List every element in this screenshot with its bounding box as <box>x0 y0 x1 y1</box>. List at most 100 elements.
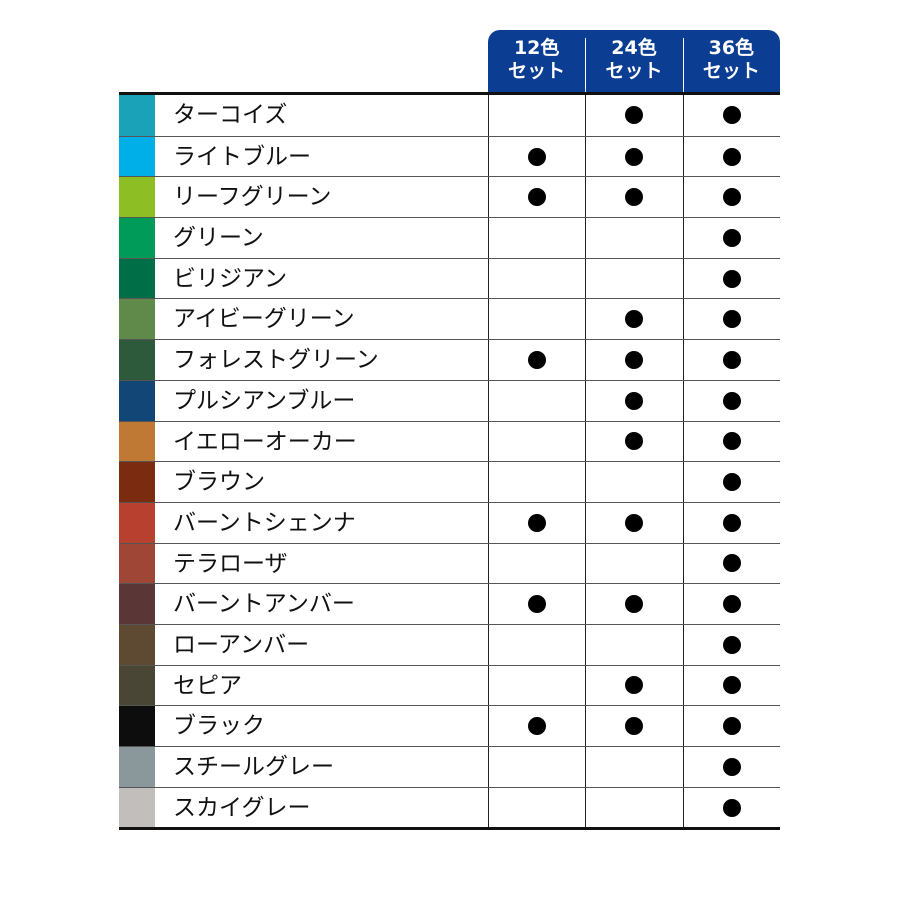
set-cell <box>487 787 585 828</box>
set-cell <box>585 624 682 665</box>
header-label: セット <box>508 60 566 82</box>
set-cell <box>487 502 585 543</box>
set-cell <box>585 136 682 177</box>
set-cell <box>585 218 682 258</box>
color-swatch <box>119 258 155 299</box>
header-label: セット <box>702 60 760 82</box>
included-dot-icon <box>625 350 644 369</box>
header-label: 24色 <box>611 37 657 59</box>
set-cell <box>585 258 682 299</box>
color-swatch <box>119 299 155 340</box>
included-dot-icon <box>722 269 741 288</box>
set-cell <box>585 747 682 787</box>
color-name: バーントアンバー <box>172 591 355 618</box>
set-cell <box>585 502 682 543</box>
color-swatch <box>119 502 155 543</box>
color-swatch <box>119 95 155 136</box>
set-cell <box>682 258 780 299</box>
set-cell <box>487 584 585 624</box>
set-cell <box>585 706 682 746</box>
included-dot-icon <box>722 473 741 492</box>
set-cell <box>585 665 682 706</box>
included-dot-icon <box>722 432 741 451</box>
table-row: バーントシェンナ <box>119 501 780 543</box>
table-row: セピア <box>119 664 780 706</box>
table-row: ビリジアン <box>119 257 780 299</box>
included-dot-icon <box>625 391 644 410</box>
set-cell <box>487 177 585 218</box>
included-dot-icon <box>625 595 644 614</box>
set-cell <box>487 340 585 380</box>
color-name: ライトブルー <box>172 143 311 170</box>
included-dot-icon <box>527 717 546 736</box>
included-dot-icon <box>722 106 741 125</box>
set-cell <box>682 340 780 380</box>
set-cell <box>585 95 682 136</box>
included-dot-icon <box>722 635 741 654</box>
set-cell <box>585 543 682 584</box>
table-row: ライトブルー <box>119 135 780 177</box>
color-swatch <box>119 340 155 380</box>
set-cell <box>487 258 585 299</box>
set-cell <box>487 421 585 462</box>
set-cell <box>487 95 585 136</box>
color-name: セピア <box>172 672 242 699</box>
included-dot-icon <box>722 147 741 166</box>
set-cell <box>682 624 780 665</box>
color-swatch <box>119 624 155 665</box>
color-name: グリーン <box>172 225 264 252</box>
included-dot-icon <box>722 798 741 817</box>
included-dot-icon <box>625 717 644 736</box>
table-row: リーフグリーン <box>119 176 780 218</box>
table-row: イエローオーカー <box>119 420 780 462</box>
set-cell <box>585 462 682 502</box>
set-cell <box>682 787 780 828</box>
color-name: ターコイズ <box>172 102 288 128</box>
color-name: イエローオーカー <box>172 428 357 455</box>
included-dot-icon <box>527 147 546 166</box>
set-cell <box>682 218 780 258</box>
color-table: ターコイズ ライトブルー リーフグリーン グリーン ビリジアン アイビーグリーン フォレスト… <box>119 92 780 831</box>
set-cell <box>487 747 585 787</box>
table-row: ブラック <box>119 705 780 746</box>
set-cell <box>585 421 682 462</box>
set-cell <box>585 584 682 624</box>
table-row: テラローザ <box>119 542 780 584</box>
color-swatch <box>119 787 155 828</box>
included-dot-icon <box>625 188 644 207</box>
header-12-set: 12色 セット <box>488 30 585 92</box>
color-name: テラローザ <box>172 550 288 577</box>
color-swatch <box>119 462 155 502</box>
color-swatch <box>119 584 155 624</box>
color-swatch <box>119 665 155 706</box>
set-cell <box>487 624 585 665</box>
color-swatch <box>119 747 155 787</box>
table-row: フォレストグリーン <box>119 339 780 380</box>
set-cell <box>682 665 780 706</box>
set-cell <box>487 462 585 502</box>
color-swatch <box>119 421 155 462</box>
table-row: スカイグレー <box>119 786 780 828</box>
set-cell <box>682 747 780 787</box>
included-dot-icon <box>722 228 741 247</box>
color-swatch <box>119 706 155 746</box>
color-swatch <box>119 543 155 584</box>
included-dot-icon <box>722 676 741 695</box>
included-dot-icon <box>722 513 741 532</box>
set-header: 12色 セット 24色 セット 36色 セット <box>488 30 780 92</box>
included-dot-icon <box>722 757 741 776</box>
color-name: ビリジアン <box>172 265 288 292</box>
set-cell <box>682 584 780 624</box>
table-row: ターコイズ <box>119 95 780 136</box>
set-cell <box>682 502 780 543</box>
color-swatch <box>119 380 155 421</box>
set-cell <box>487 706 585 746</box>
included-dot-icon <box>722 717 741 736</box>
color-name: プルシアンブルー <box>172 387 356 414</box>
set-cell <box>682 299 780 340</box>
set-cell <box>585 380 682 421</box>
set-cell <box>682 177 780 218</box>
set-cell <box>487 543 585 584</box>
set-cell <box>682 421 780 462</box>
color-name: リーフグリーン <box>172 184 332 211</box>
